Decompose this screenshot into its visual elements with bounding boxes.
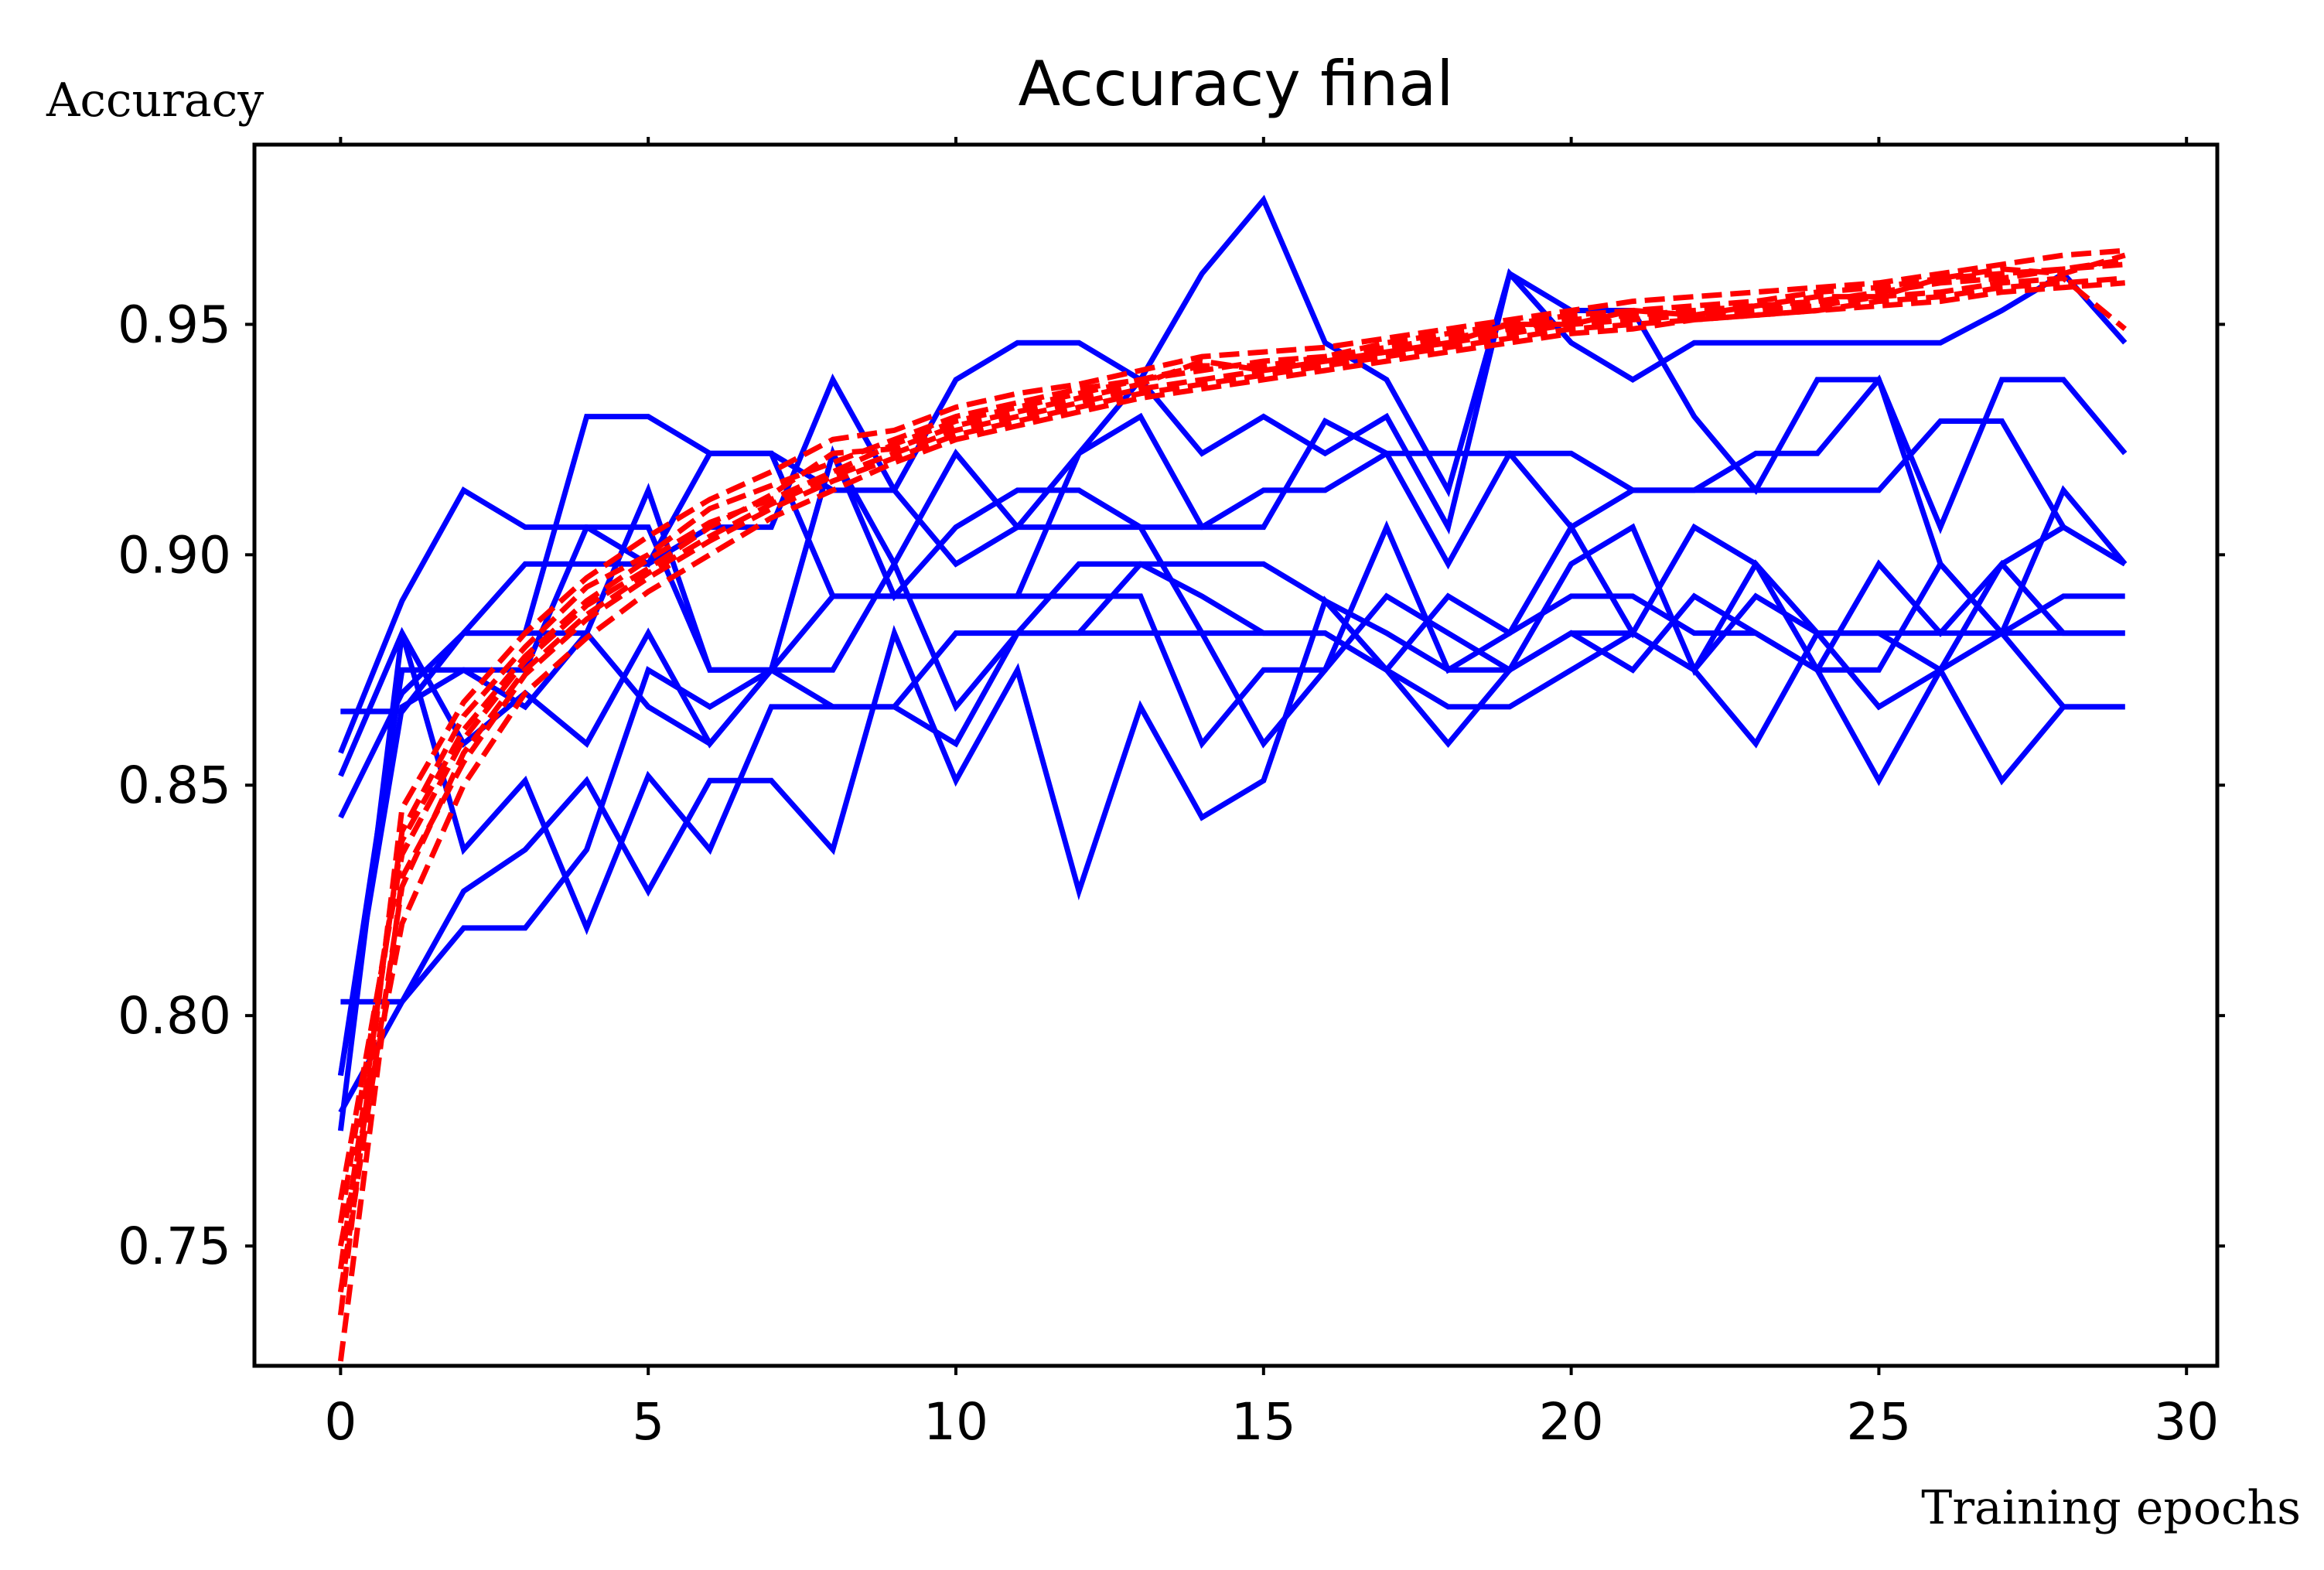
plot-frame (252, 142, 2220, 1368)
x-tick-label: 20 (1539, 1392, 1604, 1452)
training-series-line-13 (337, 252, 2126, 1201)
y-tick-label: 0.95 (118, 295, 231, 354)
validation-series-line-9 (337, 630, 2125, 1131)
training-series-line-16 (337, 257, 2126, 1224)
y-tick-label: 0.85 (118, 756, 231, 815)
x-tick-label: 25 (1846, 1392, 1911, 1452)
validation-series-line-8 (338, 592, 2125, 1114)
validation-series-line-10 (337, 446, 2125, 1077)
x-tick-label: 30 (2154, 1392, 2219, 1452)
y-axis-label: Accuracy (46, 73, 264, 128)
y-axis-ticks: 0.75 0.80 0.85 0.90 0.95 (118, 295, 2225, 1276)
x-axis-ticks: 0 5 10 15 20 25 30 (324, 137, 2219, 1452)
validation-series-line-4 (340, 374, 2128, 715)
training-series-line-17 (337, 275, 2127, 1293)
series-layer (337, 194, 2128, 1362)
x-tick-label: 0 (324, 1392, 357, 1452)
y-tick-label: 0.90 (118, 525, 231, 585)
training-series-line-14 (337, 280, 2125, 1247)
chart-title: Accuracy final (1018, 48, 1453, 120)
x-tick-label: 15 (1231, 1392, 1296, 1452)
x-tick-label: 5 (632, 1392, 664, 1452)
y-tick-label: 0.80 (118, 986, 231, 1046)
x-axis-label: Training epochs (1921, 1481, 2301, 1535)
validation-series-line-7 (340, 592, 2125, 1005)
y-tick-label: 0.75 (118, 1217, 231, 1276)
validation-series-line-2 (340, 269, 2128, 715)
training-series-line-15 (337, 247, 2125, 1316)
x-tick-label: 10 (923, 1392, 988, 1452)
